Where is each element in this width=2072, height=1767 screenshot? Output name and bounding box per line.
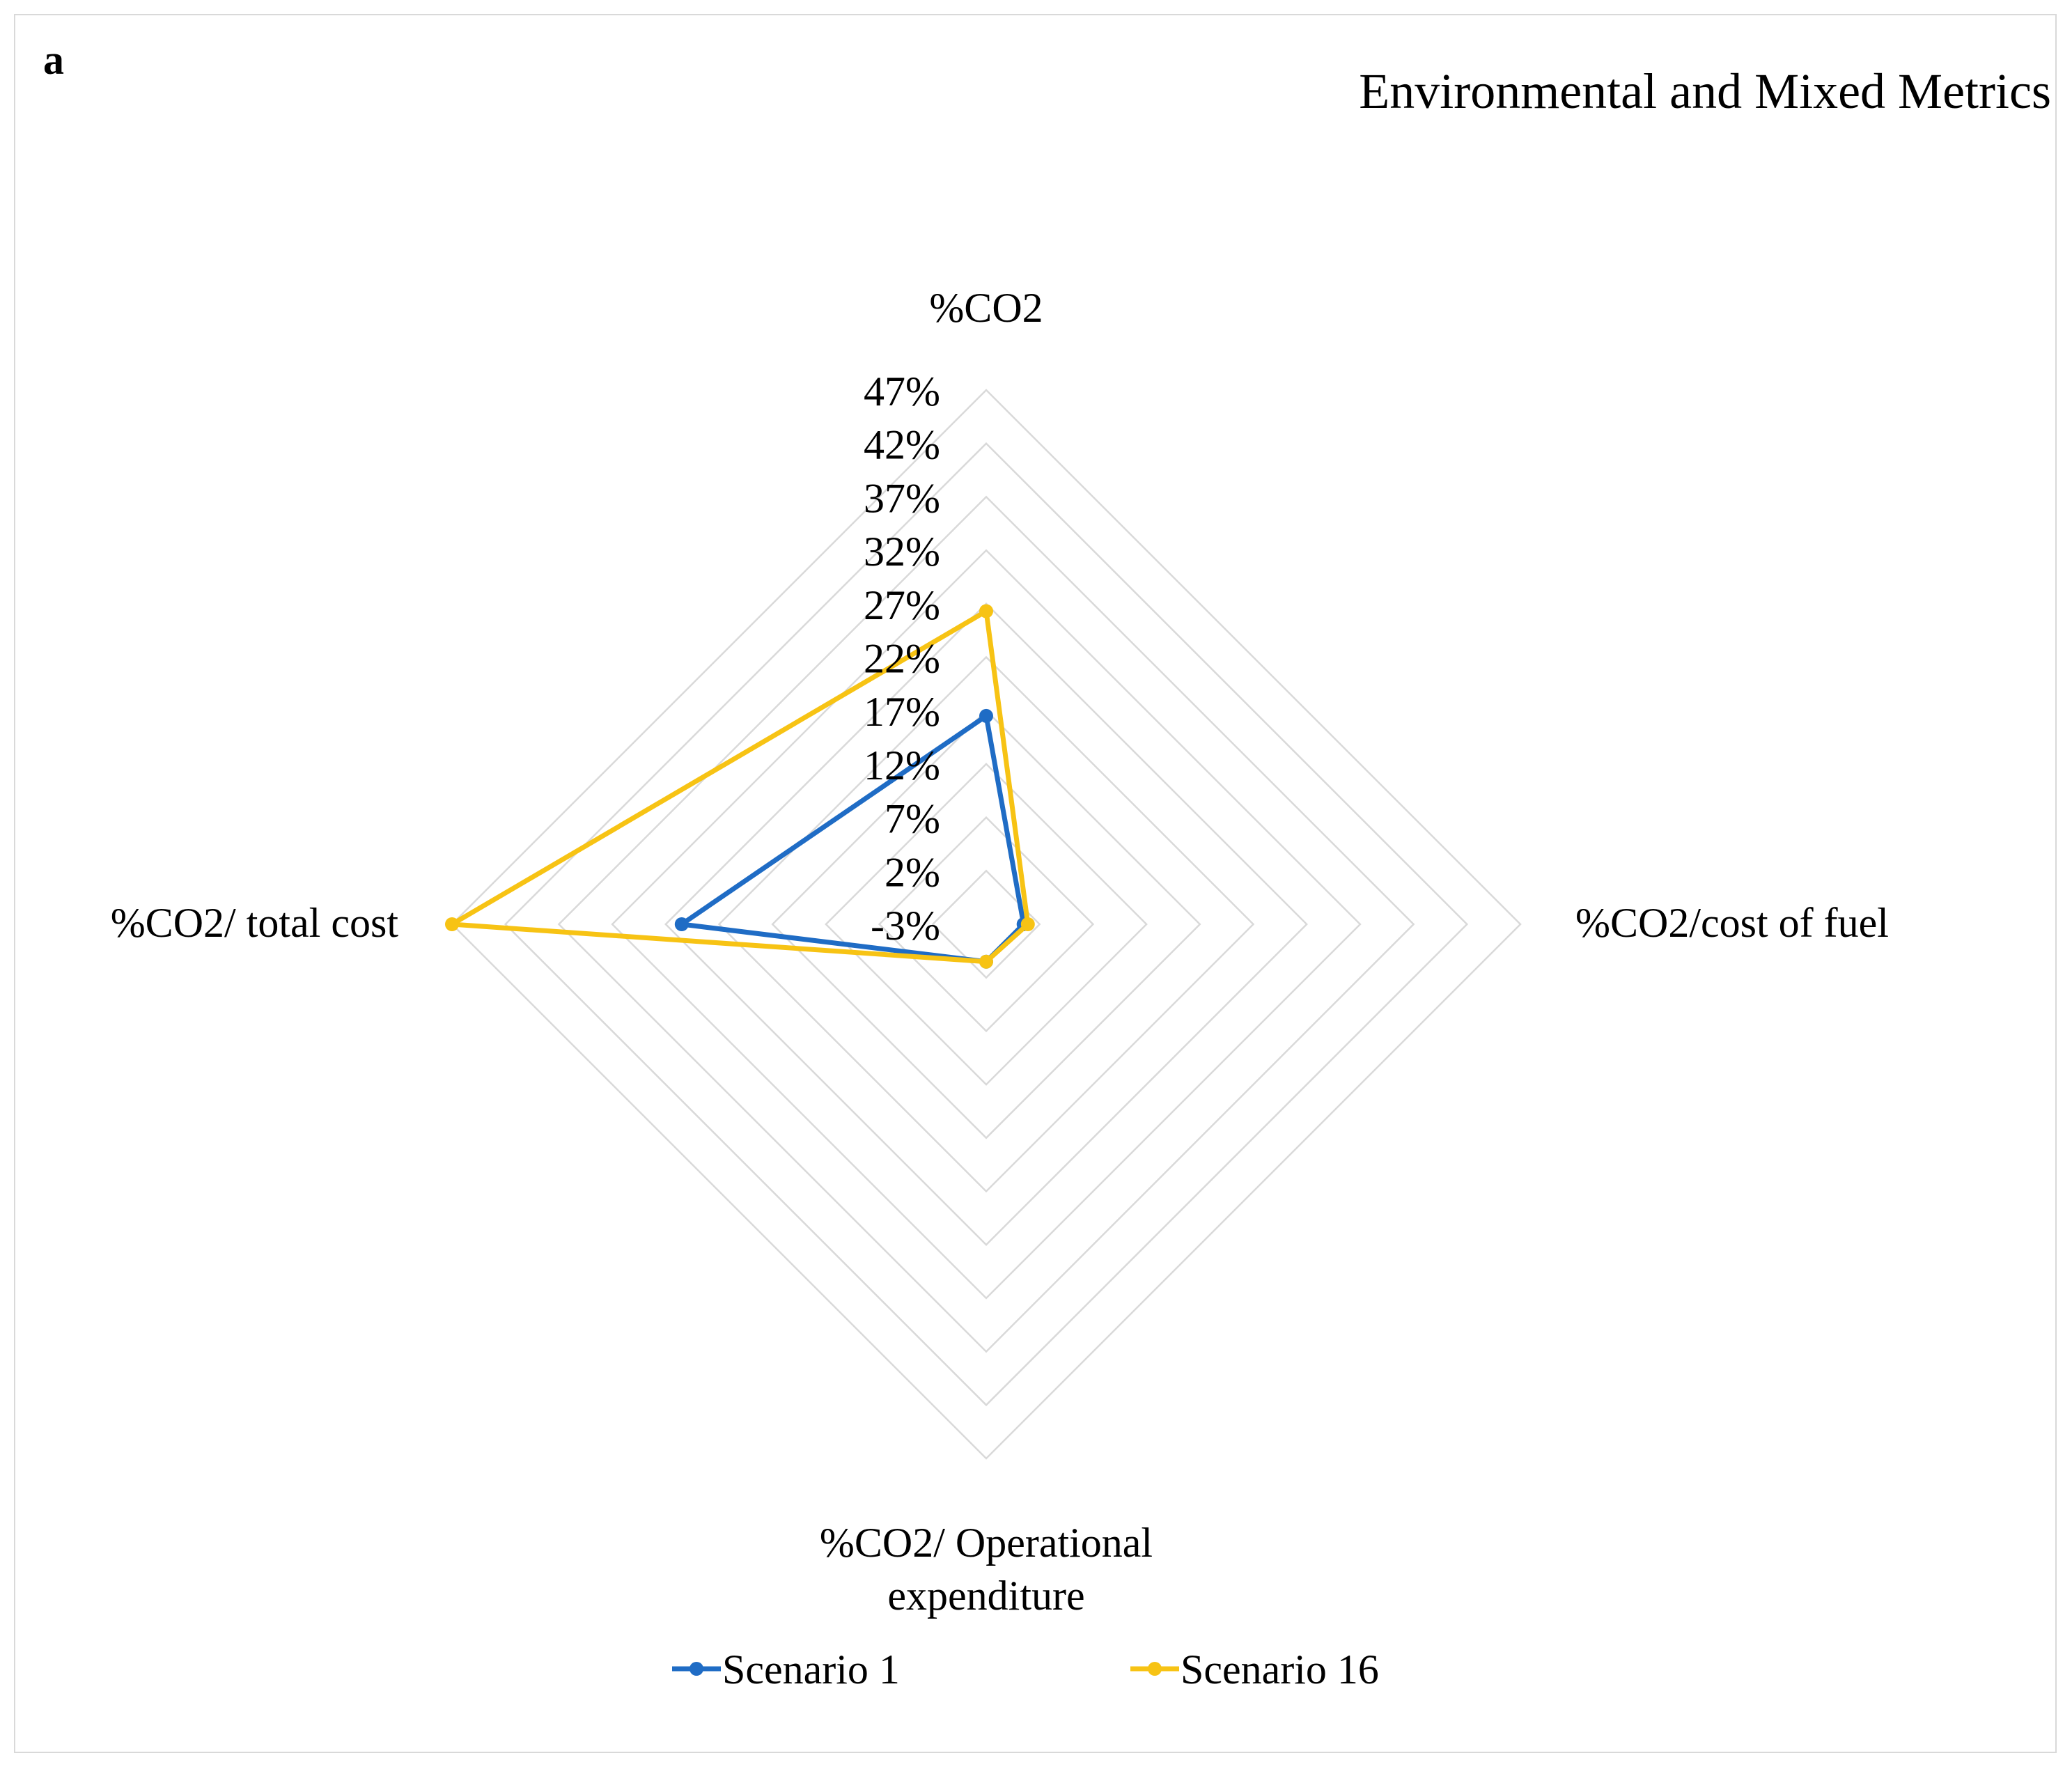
legend: Scenario 1 Scenario 16 — [672, 1647, 1379, 1692]
tick-label: -3% — [871, 903, 940, 949]
series-point — [979, 604, 993, 618]
grid-ring-3 — [825, 763, 1148, 1086]
legend-swatch-marker — [690, 1662, 703, 1676]
grid-ring-9 — [504, 442, 1469, 1407]
grid-ring-2 — [878, 816, 1095, 1033]
series-point — [1020, 917, 1035, 931]
tick-label: 17% — [864, 689, 940, 735]
tick-label: 7% — [885, 796, 940, 842]
grid-ring-10 — [451, 389, 1522, 1460]
series-point — [979, 954, 993, 969]
tick-label: 42% — [864, 422, 940, 468]
series-point — [445, 917, 459, 931]
legend-label: Scenario 1 — [722, 1647, 900, 1692]
series-point — [979, 708, 993, 723]
tick-label: 27% — [864, 582, 940, 628]
tick-label: 22% — [864, 636, 940, 682]
axis-label: %CO2/ total cost — [111, 900, 399, 946]
axis-label: %CO2/cost of fuel — [1575, 900, 1889, 946]
chart-title: Environmental and Mixed Metrics — [1359, 63, 2051, 119]
tick-labels: -3% 2% 7% 12% 17% 22% 27% 32% 37% 42% 47% — [864, 368, 940, 949]
axis-label: %CO2/ Operational — [820, 1520, 1153, 1566]
legend-swatch-marker — [1148, 1662, 1162, 1676]
series-line-1 — [679, 713, 1027, 965]
tick-label: 32% — [864, 529, 940, 575]
grid-ring-7 — [611, 549, 1362, 1300]
tick-label: 37% — [864, 475, 940, 521]
tick-label: 12% — [864, 742, 940, 788]
grid-ring-8 — [557, 495, 1415, 1353]
series-line-2 — [449, 609, 1031, 965]
legend-label: Scenario 16 — [1181, 1647, 1379, 1692]
grid-ring-6 — [664, 602, 1308, 1246]
radar-grid — [451, 389, 1522, 1460]
axis-label: expenditure — [887, 1573, 1084, 1619]
tick-label: 2% — [885, 849, 940, 895]
axis-label: %CO2 — [929, 285, 1043, 331]
tick-label: 47% — [864, 368, 940, 414]
panel-label: a — [43, 37, 64, 83]
axis-labels: %CO2 %CO2/cost of fuel %CO2/ Operational ex… — [111, 285, 1889, 1619]
series-layer — [445, 604, 1035, 969]
grid-ring-4 — [771, 709, 1201, 1139]
chart-frame — [14, 14, 2057, 1753]
series-point — [674, 917, 689, 931]
